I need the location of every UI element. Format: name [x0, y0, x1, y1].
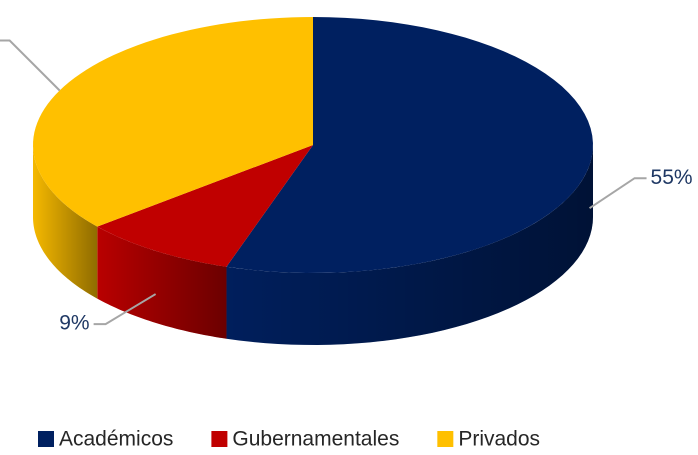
legend-label: Gubernamentales — [232, 428, 399, 451]
legend-swatch — [211, 431, 228, 447]
leader-line — [588, 177, 647, 210]
legend: Académicos Gubernamentales Privados — [38, 428, 540, 451]
slice — [33, 17, 314, 227]
pie-tops — [33, 17, 593, 273]
legend-label: Privados — [458, 428, 540, 451]
legend-label: Académicos — [59, 428, 173, 451]
data-label: 9% — [59, 312, 89, 335]
legend-swatch — [437, 431, 454, 447]
pie-labels: 55%9%36% — [0, 39, 693, 335]
slice — [97, 145, 314, 267]
slice-side-shade — [33, 145, 98, 299]
legend-swatch — [38, 431, 54, 447]
data-label: 55% — [651, 166, 693, 189]
slice — [226, 17, 593, 273]
leader-line — [0, 39, 61, 92]
slice-side-shade — [226, 145, 594, 345]
leader-line — [93, 293, 157, 326]
